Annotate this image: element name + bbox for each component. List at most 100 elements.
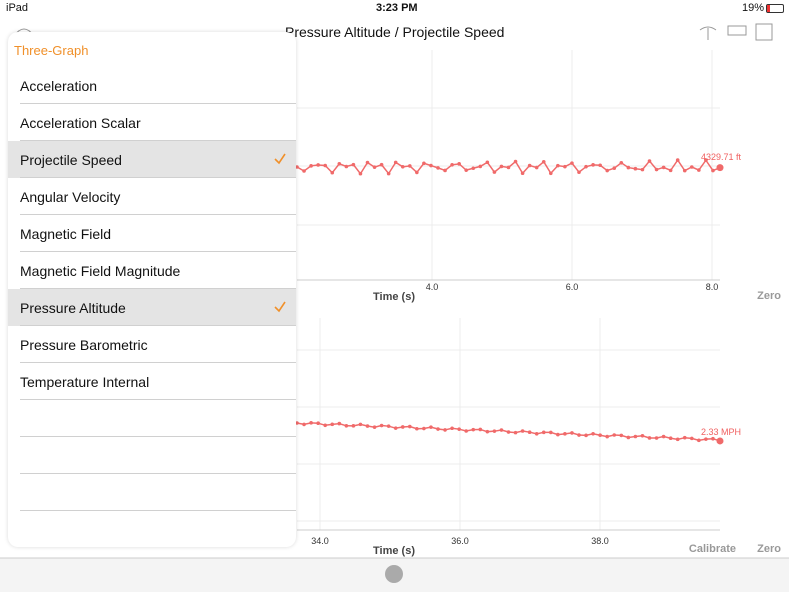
x-tick-label: 38.0 <box>591 536 609 546</box>
plot-point <box>499 164 504 169</box>
plot-point <box>471 427 476 432</box>
plot-point <box>549 430 553 435</box>
plot-point <box>520 171 525 176</box>
plot-point <box>556 432 560 437</box>
menu-row[interactable]: Magnetic Field <box>8 215 296 252</box>
plot-point <box>690 165 694 169</box>
record-button[interactable] <box>385 565 403 583</box>
plot-point <box>598 433 602 438</box>
plot-point <box>591 163 595 167</box>
plot-point <box>612 166 617 170</box>
plot-point <box>309 421 313 425</box>
plot-point <box>358 422 363 427</box>
row-separator <box>20 510 296 511</box>
row-separator <box>20 288 296 289</box>
x-tick-label: 8.0 <box>705 282 719 292</box>
plot-point <box>626 435 631 440</box>
plot-point <box>295 165 299 169</box>
plot-point <box>302 169 306 173</box>
plot-point <box>464 168 469 172</box>
plot-point <box>711 436 715 441</box>
graph-button[interactable]: Zero <box>757 290 781 302</box>
plot-point <box>492 170 497 174</box>
plot-point <box>429 163 433 168</box>
plot-point <box>485 429 490 434</box>
battery-percent: 19% <box>742 2 765 14</box>
plot-point <box>351 424 356 428</box>
menu-row <box>8 400 296 437</box>
menu-row[interactable]: Temperature Internal <box>8 363 296 400</box>
plot-point <box>464 429 469 433</box>
plot-point <box>408 164 412 168</box>
plot-point <box>393 426 398 430</box>
menu-row[interactable]: Pressure Altitude <box>8 289 296 326</box>
icon[interactable] <box>699 26 717 40</box>
value-label: 2.33 MPH <box>700 427 741 437</box>
plot-point <box>661 165 666 170</box>
checkmark <box>274 153 286 165</box>
icon[interactable] <box>755 23 773 41</box>
menu-row[interactable]: Magnetic Field Magnitude <box>8 252 296 289</box>
row-separator <box>20 140 296 141</box>
plot-point <box>415 426 419 431</box>
plot-point <box>534 432 539 436</box>
plot-point <box>450 163 454 167</box>
plot-point <box>598 163 602 168</box>
plot-point <box>436 166 440 170</box>
plot-point <box>654 167 659 172</box>
menu-row[interactable]: Acceleration <box>8 67 296 104</box>
plot-point <box>556 163 560 168</box>
plot-point <box>541 159 546 164</box>
plot-point <box>697 438 701 443</box>
plot-point <box>422 426 426 431</box>
plot-point <box>520 429 525 433</box>
device-name: iPad <box>6 2 29 14</box>
plot-point <box>450 426 454 431</box>
plot-point <box>668 436 673 441</box>
plot-point <box>415 170 419 175</box>
plot-point <box>330 170 335 175</box>
menu-row[interactable]: Pressure Barometric <box>8 326 296 363</box>
x-tick-label: 4.0 <box>425 282 439 292</box>
menu-item-label: Pressure Barometric <box>20 337 148 353</box>
plot-point <box>457 162 461 166</box>
plot-point <box>337 161 342 166</box>
plot-point <box>323 423 328 428</box>
icon[interactable] <box>727 25 747 36</box>
plot-point <box>485 160 490 165</box>
plot-point <box>506 430 511 434</box>
plot-point <box>443 428 447 432</box>
row-separator <box>20 436 296 437</box>
plot-point <box>661 434 666 439</box>
checkmark <box>274 301 286 313</box>
plot-point <box>640 167 645 172</box>
plot-point <box>302 422 306 427</box>
menu-item-label: Acceleration <box>20 78 98 94</box>
plot-point <box>654 436 659 440</box>
plot-point <box>527 430 532 434</box>
plot-point <box>478 427 483 432</box>
graph-button[interactable]: Calibrate <box>688 543 736 555</box>
plot-point <box>295 421 299 425</box>
plot-point <box>534 165 539 170</box>
plot-point <box>668 168 673 173</box>
menu-row[interactable]: Projectile Speed <box>8 141 296 178</box>
plot-point <box>563 164 567 169</box>
menu-row[interactable]: Angular Velocity <box>8 178 296 215</box>
plot-point <box>690 436 694 441</box>
plot-point <box>570 431 574 435</box>
plot-point <box>436 427 440 431</box>
graph-button[interactable]: Zero <box>757 543 781 555</box>
plot-point <box>386 171 391 176</box>
plot-point <box>457 427 461 431</box>
menu-item-label: Magnetic Field Magnitude <box>20 263 181 279</box>
plot-point <box>577 433 581 437</box>
plot-point <box>647 436 652 440</box>
menu-row[interactable]: Acceleration Scalar <box>8 104 296 141</box>
plot-point <box>309 164 313 168</box>
row-separator <box>20 362 296 363</box>
menu-item-label: Projectile Speed <box>20 152 122 168</box>
plot-point <box>372 425 377 429</box>
